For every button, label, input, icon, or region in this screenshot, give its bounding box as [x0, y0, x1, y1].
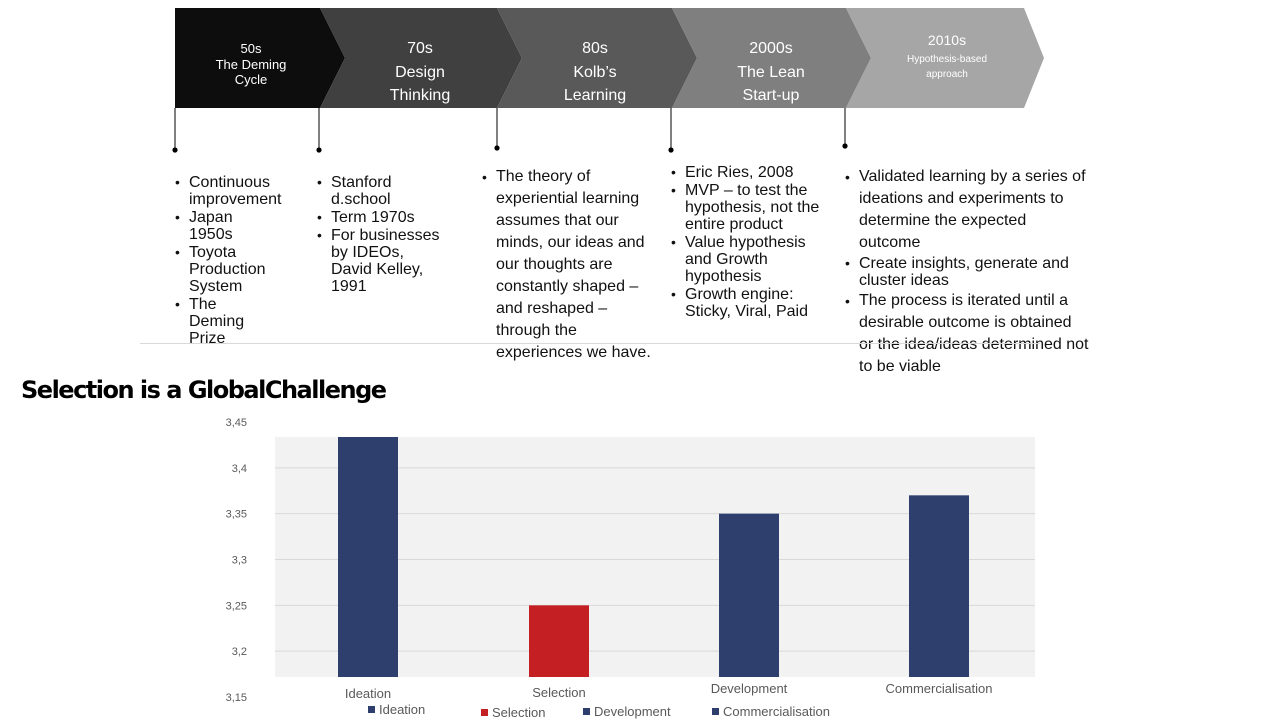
details-2010s: Validated learning by a series of ideati…	[845, 166, 1090, 379]
timeline-dot	[172, 147, 178, 153]
detail-item: Create insights, generate and cluster id…	[845, 255, 1090, 289]
stage-name-line: The Lean	[737, 64, 805, 81]
y-tick-label: 3,15	[226, 692, 247, 704]
legend-swatch	[583, 708, 590, 715]
timeline-chevron-2000s	[672, 8, 871, 108]
x-axis-tick-labels: Ideation Selection Development Commercialis…	[345, 681, 993, 701]
stage-decade: 80s	[582, 40, 608, 57]
legend-swatch	[481, 709, 488, 716]
stage-name-line: approach	[926, 69, 968, 80]
detail-item: Continuous improvement	[175, 174, 281, 208]
plot-area	[275, 437, 1035, 677]
detail-item: Growth engine: Sticky, Viral, Paid	[671, 286, 821, 320]
bar-commercialisation	[909, 495, 969, 677]
legend-label: Commercialisation	[723, 704, 830, 719]
stage-name-line: Kolb’s	[573, 64, 616, 81]
detail-item: Eric Ries, 2008	[671, 164, 821, 181]
timeline-dot	[668, 147, 674, 153]
stage-name-line: Learning	[564, 87, 626, 104]
bar-selection	[529, 605, 589, 677]
detail-item: Stanford d.school	[317, 174, 442, 208]
timeline-chevron-50s	[175, 8, 345, 108]
detail-item: The process is iterated until a desirabl…	[845, 290, 1090, 378]
legend-item-selection: Selection	[481, 705, 545, 720]
gridlines	[275, 467, 1035, 652]
stage-name-line: Start-up	[743, 87, 800, 104]
y-axis-tick-labels: 3,15 3,2 3,25 3,3 3,35 3,4 3,45	[226, 417, 247, 704]
bar-ideation	[338, 437, 398, 677]
timeline-chevron-80s	[497, 8, 697, 108]
timeline-dot	[842, 143, 848, 149]
legend-item-commercialisation: Commercialisation	[712, 704, 830, 719]
detail-item: For businesses by IDEOs, David Kelley, 1…	[317, 227, 442, 295]
detail-item: Japan 1950s	[175, 209, 275, 243]
timeline-chevron-2010s	[846, 8, 1044, 108]
detail-item: Term 1970s	[317, 209, 442, 226]
timeline: 50s The Deming Cycle 70s Design Thinking…	[172, 8, 1044, 153]
slide-title: Selection is a GlobalChallenge	[21, 376, 387, 404]
y-tick-label: 3,25	[226, 600, 247, 612]
timeline-dot	[316, 147, 322, 153]
detail-item: Validated learning by a series of ideati…	[845, 166, 1090, 254]
x-tick-label: Ideation	[345, 686, 391, 701]
detail-item: MVP – to test the hypothesis, not the en…	[671, 182, 821, 233]
details-50s: Continuous improvement Japan 1950s Toyot…	[175, 174, 281, 348]
detail-item: The Deming Prize	[175, 296, 275, 347]
details-70s: Stanford d.school Term 1970s For busines…	[317, 174, 442, 296]
detail-item: Toyota Production System	[175, 244, 275, 295]
bars	[338, 437, 969, 677]
details-2000s: Eric Ries, 2008 MVP – to test the hypoth…	[671, 164, 821, 321]
detail-item: The theory of experiential learning assu…	[482, 166, 662, 364]
bar-development	[719, 513, 779, 677]
y-tick-label: 3,35	[226, 509, 247, 521]
stage-name-line: Thinking	[390, 87, 450, 104]
stage-name-line: Cycle	[235, 72, 268, 87]
stage-name-line: Design	[395, 64, 445, 81]
legend-swatch	[712, 708, 719, 715]
legend-item-development: Development	[583, 704, 671, 719]
timeline-dot	[494, 145, 500, 151]
details-80s: The theory of experiential learning assu…	[482, 166, 662, 365]
legend-swatch	[368, 706, 375, 713]
legend-label: Development	[594, 704, 671, 719]
detail-item: Value hypothesis and Growth hypothesis	[671, 234, 821, 285]
timeline-chevron-70s	[320, 8, 522, 108]
stage-name-line: Hypothesis-based	[907, 54, 987, 65]
y-tick-label: 3,4	[232, 463, 247, 475]
legend-label: Selection	[492, 705, 546, 720]
legend-item-ideation: Ideation	[368, 702, 425, 717]
stage-name-line: The Deming	[216, 57, 287, 72]
y-tick-label: 3,3	[232, 555, 247, 567]
y-tick-label: 3,2	[232, 646, 247, 658]
x-tick-label: Commercialisation	[886, 681, 993, 696]
stage-decade: 70s	[407, 40, 433, 57]
divider-line	[140, 343, 1040, 344]
stage-decade: 50s	[241, 41, 262, 56]
stage-decade: 2000s	[749, 40, 793, 57]
x-tick-label: Selection	[532, 685, 585, 700]
x-tick-label: Development	[711, 681, 788, 696]
y-tick-label: 3,45	[226, 417, 247, 429]
legend-label: Ideation	[379, 702, 426, 717]
stage-decade: 2010s	[928, 32, 966, 48]
